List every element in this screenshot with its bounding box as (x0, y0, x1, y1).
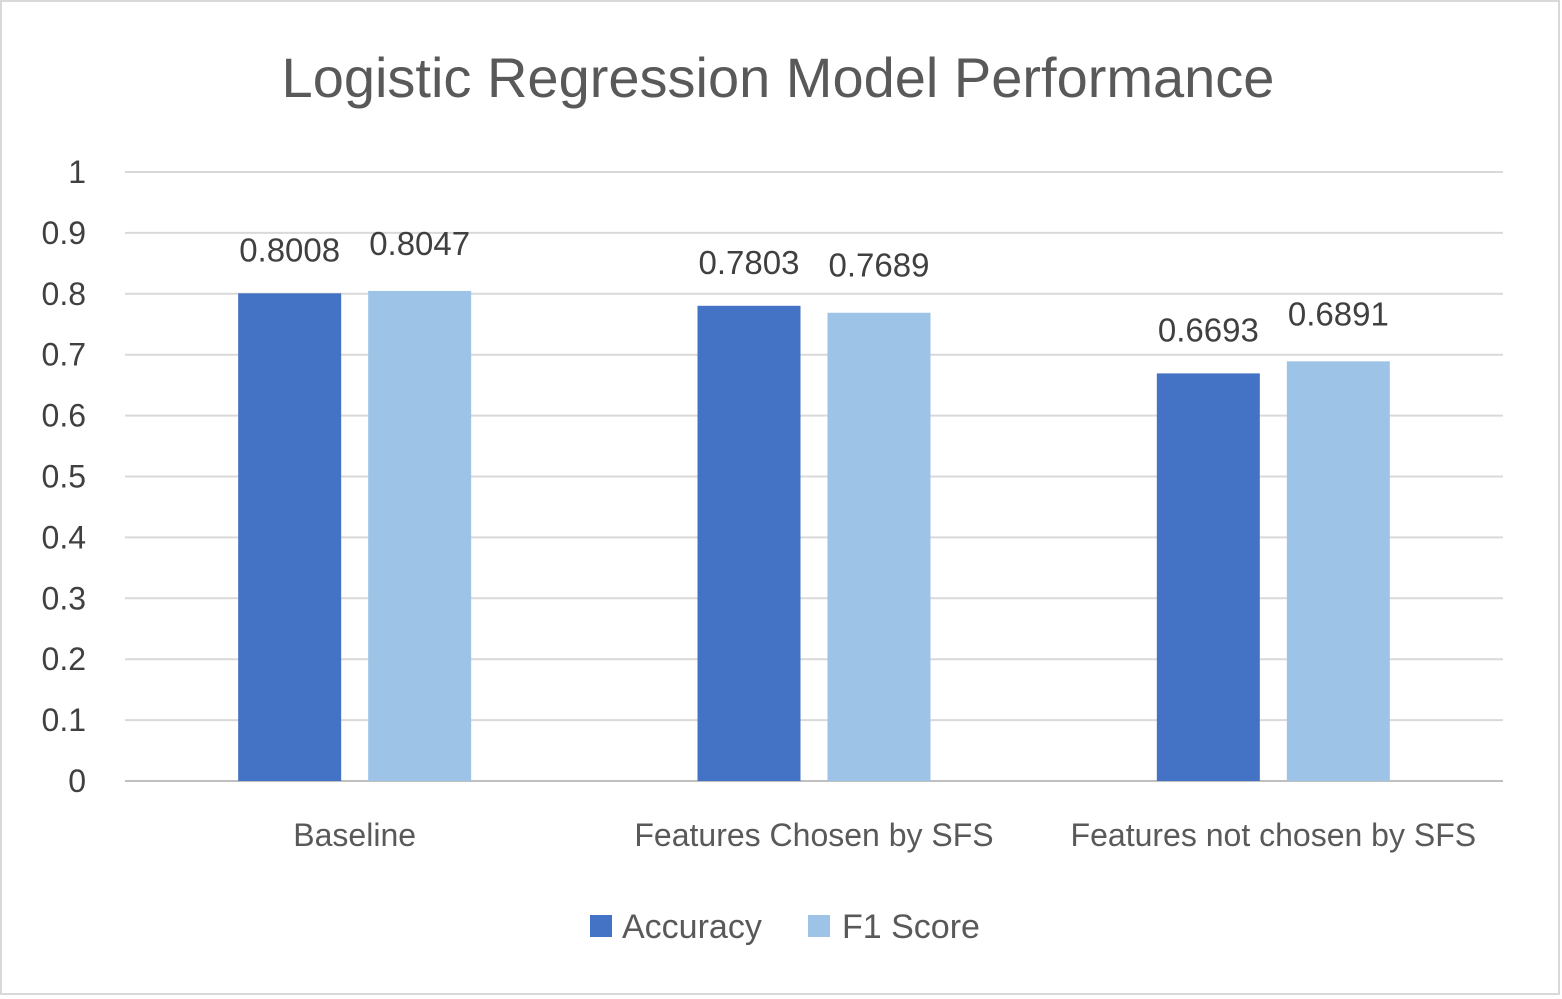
data-label: 0.7803 (699, 244, 800, 281)
data-label: 0.8047 (369, 225, 470, 262)
x-category-label: Features not chosen by SFS (1071, 817, 1477, 853)
data-label: 0.8008 (239, 231, 340, 268)
legend-label: F1 Score (842, 908, 980, 946)
y-tick-label: 0.8 (42, 276, 86, 312)
x-category-label: Baseline (293, 817, 416, 853)
bars (238, 290, 1390, 781)
grid-lines (125, 171, 1503, 782)
y-tick-label: 0.1 (42, 702, 86, 738)
chart-title: Logistic Regression Model Performance (282, 46, 1275, 109)
x-category-label: Features Chosen by SFS (634, 817, 993, 853)
y-tick-label: 0 (68, 763, 86, 799)
y-tick-label: 0.2 (42, 641, 86, 677)
y-tick-label: 0.7 (42, 337, 86, 373)
y-tick-label: 0.5 (42, 459, 86, 495)
bar-f1-score (368, 290, 472, 781)
data-label: 0.6693 (1158, 311, 1259, 348)
y-tick-label: 0.6 (42, 398, 86, 434)
x-axis-categories: Baseline Features Chosen by SFS Features n… (293, 817, 1476, 853)
bar-accuracy (697, 305, 801, 781)
legend-label: Accuracy (622, 908, 762, 946)
y-tick-label: 1 (68, 154, 86, 190)
legend: Accuracy F1 Score (590, 908, 980, 946)
data-labels: 0.8008 0.8047 0.7803 0.7689 0.6693 0.6891 (239, 225, 1389, 348)
data-label: 0.6891 (1288, 295, 1389, 332)
bar-f1-score (827, 312, 931, 781)
legend-swatch-accuracy (590, 915, 612, 937)
y-tick-label: 0.3 (42, 580, 86, 616)
y-tick-label: 0.4 (42, 519, 86, 555)
bar-accuracy (238, 293, 342, 781)
data-label: 0.7689 (829, 247, 930, 284)
y-tick-label: 0.9 (42, 215, 86, 251)
bar-accuracy (1156, 373, 1260, 781)
legend-swatch-f1-score (808, 915, 830, 937)
y-axis-ticks: 0 0.1 0.2 0.3 0.4 0.5 0.6 0.7 0.8 0.9 1 (42, 154, 86, 799)
bar-f1-score (1286, 361, 1390, 781)
